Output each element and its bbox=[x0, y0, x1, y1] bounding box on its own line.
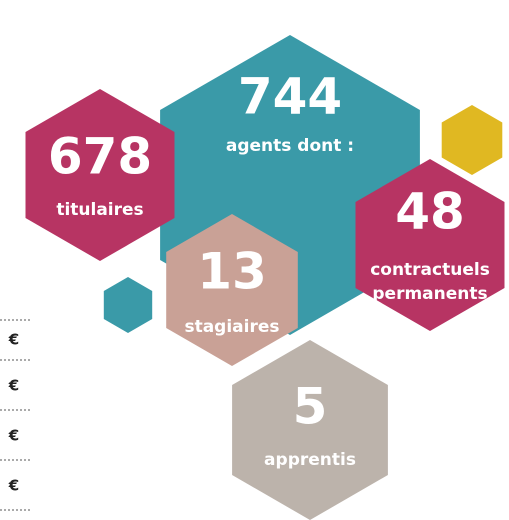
group-label: apprentis bbox=[264, 450, 356, 470]
group-hexagon bbox=[232, 340, 388, 520]
group-hexagon bbox=[355, 159, 505, 331]
group-label: contractuels bbox=[370, 260, 490, 280]
decor-hexagon bbox=[103, 277, 153, 333]
group-label: stagiaires bbox=[184, 317, 279, 337]
group-number: 48 bbox=[395, 183, 465, 241]
group-number: 13 bbox=[197, 243, 267, 301]
table-lines bbox=[0, 319, 32, 511]
decor-hexagon bbox=[441, 105, 503, 175]
euro-sign: € bbox=[8, 427, 19, 445]
group-hexagon bbox=[166, 214, 298, 366]
group-label: permanents bbox=[372, 284, 487, 304]
group-label: titulaires bbox=[56, 200, 143, 220]
total-label: agents dont : bbox=[226, 136, 354, 156]
total-number: 744 bbox=[238, 68, 342, 126]
group-number: 678 bbox=[48, 128, 152, 186]
euro-sign: € bbox=[8, 331, 19, 349]
group-hexagon bbox=[25, 89, 175, 261]
euro-sign: € bbox=[8, 477, 19, 495]
group-number: 5 bbox=[293, 378, 328, 436]
euro-sign: € bbox=[8, 377, 19, 395]
